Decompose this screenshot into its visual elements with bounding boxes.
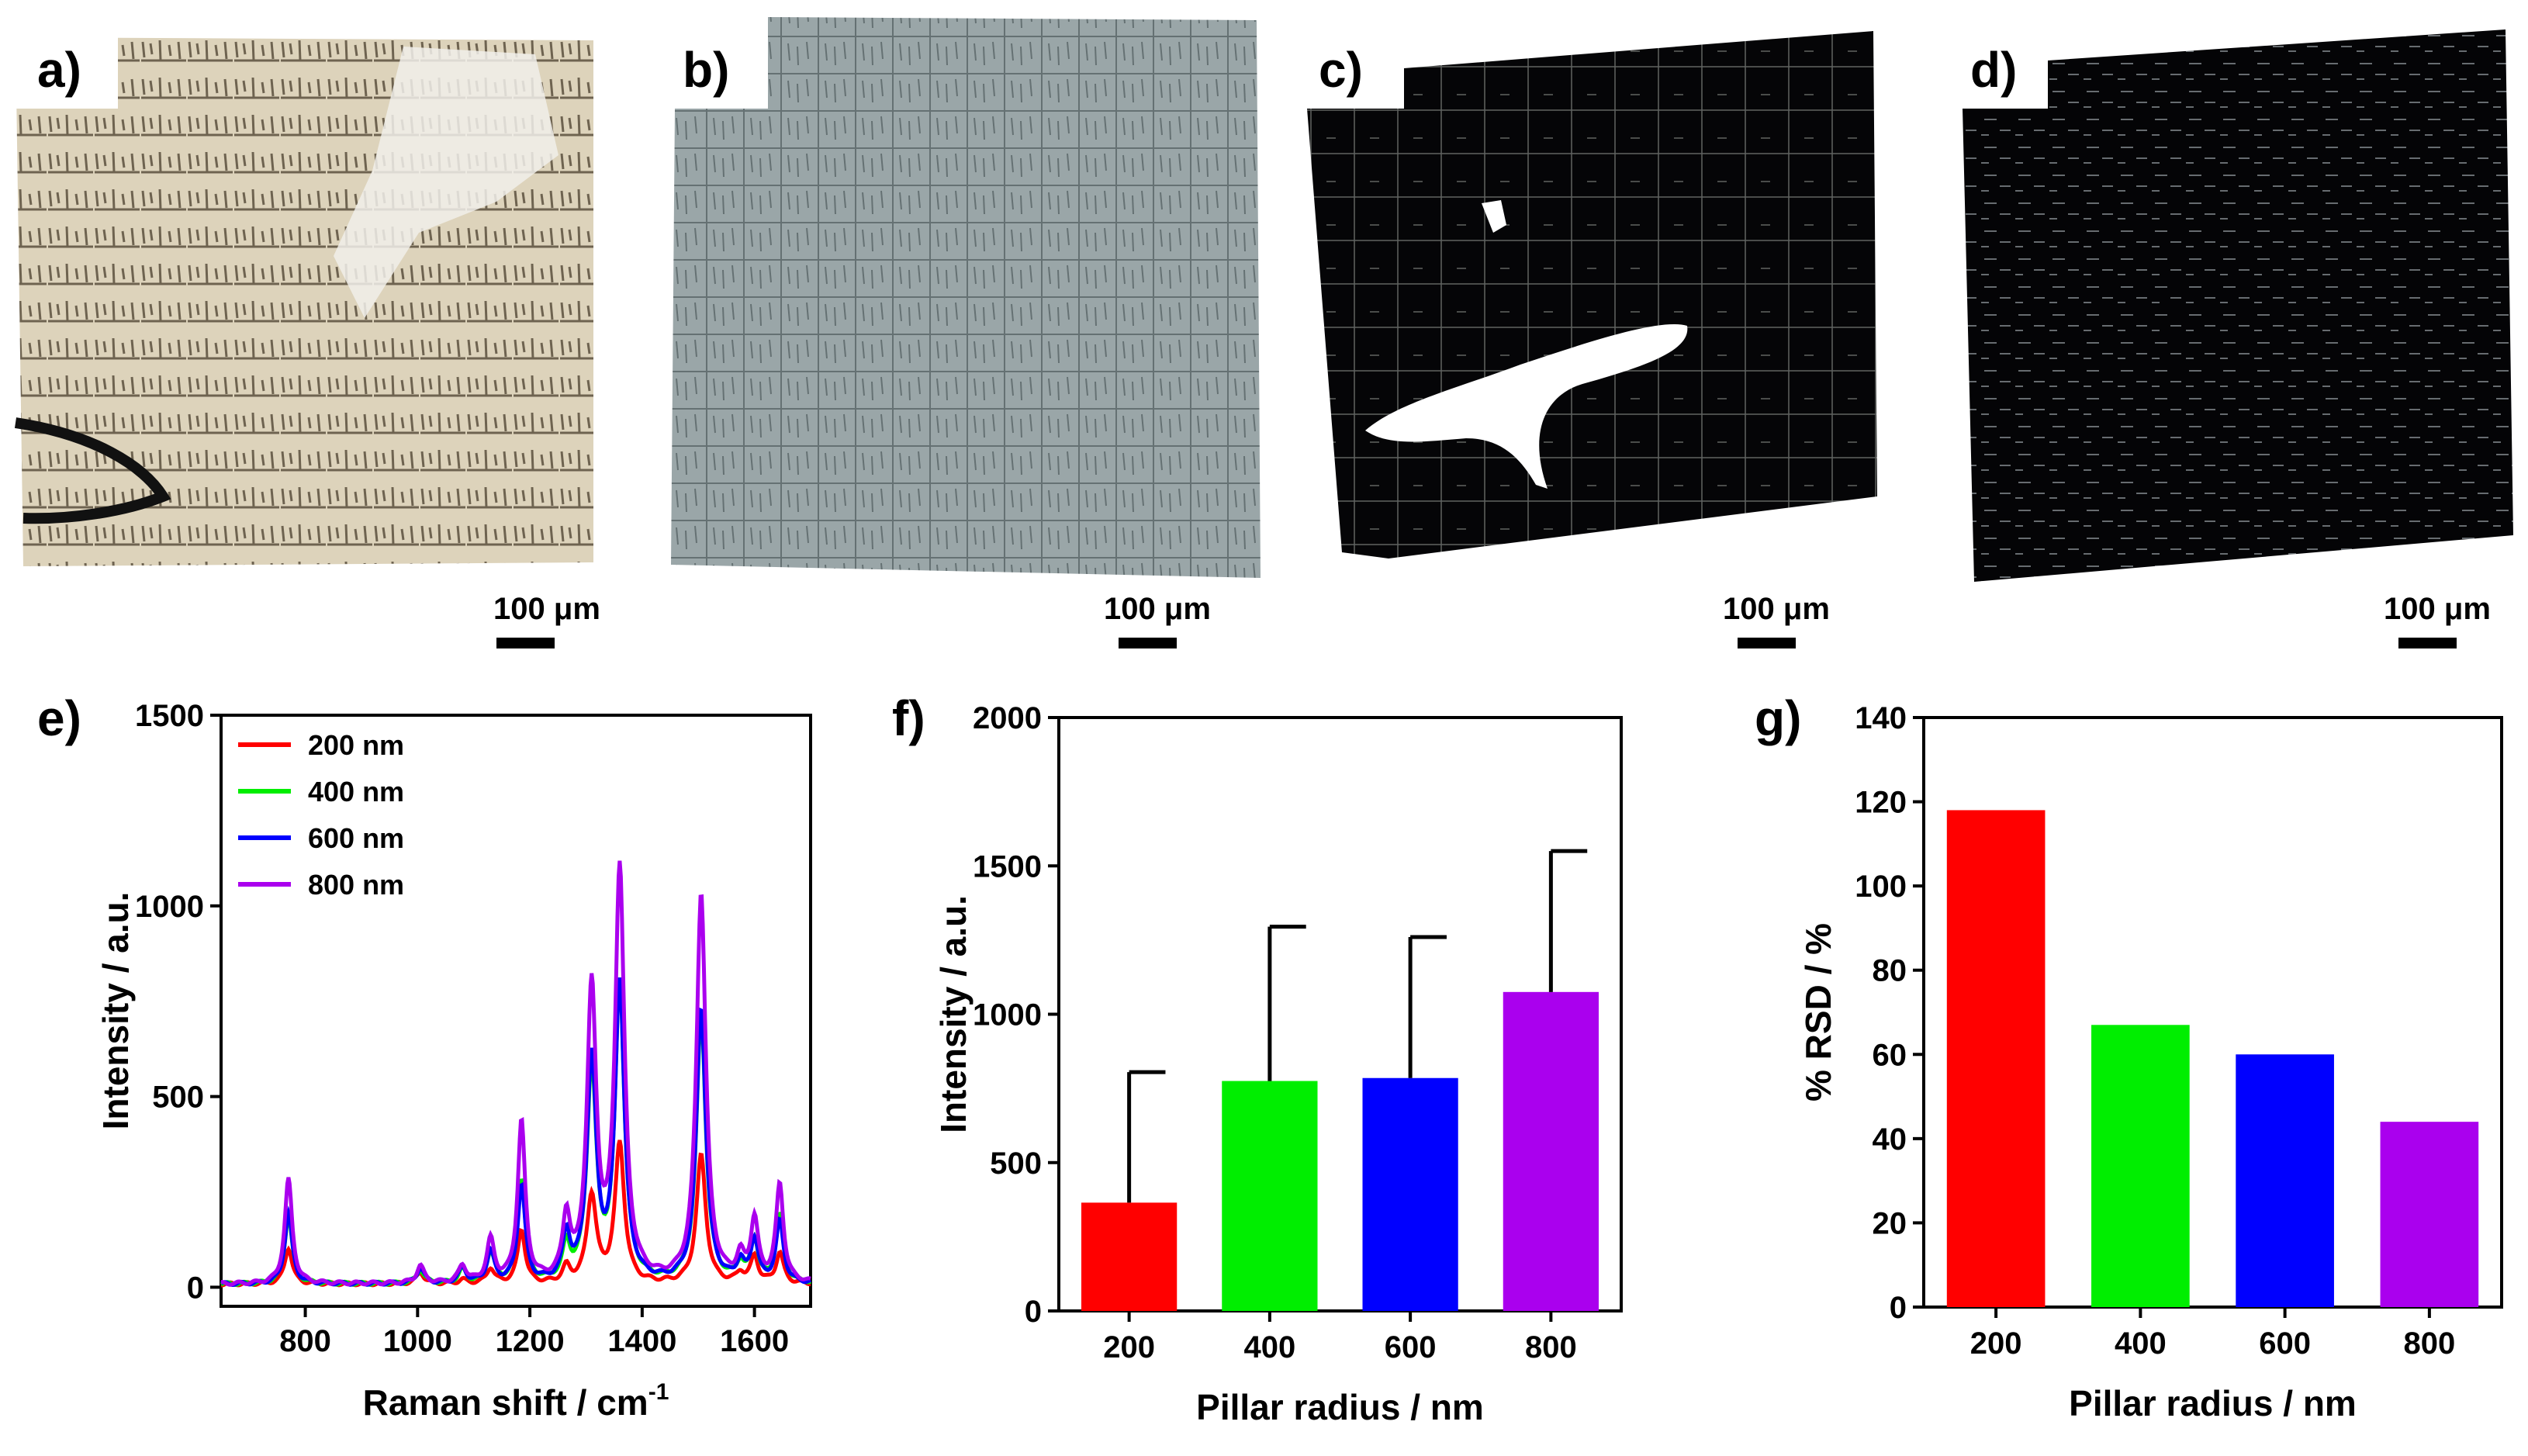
panel-label-c: c) (1319, 42, 1363, 98)
x-tick-label: 200 (1103, 1330, 1155, 1364)
x-axis-title: Raman shift / cm-1 (363, 1379, 669, 1423)
x-axis-title: Pillar radius / nm (2069, 1383, 2357, 1423)
bar-600 (2236, 1054, 2334, 1307)
micrograph-a: a) 100 μm (0, 31, 600, 648)
y-tick-label: 80 (1873, 954, 1907, 988)
scale-bar-label: 100 μm (2384, 592, 2491, 626)
x-tick-label: 800 (1525, 1330, 1577, 1364)
y-axis-title: Intensity / a.u. (95, 892, 136, 1130)
x-axis-title: Pillar radius / nm (1196, 1387, 1484, 1427)
bar-400 (2091, 1025, 2190, 1307)
y-tick-label: 60 (1873, 1038, 1907, 1072)
x-tick-label: 200 (1970, 1326, 2022, 1361)
legend-label: 200 nm (308, 729, 404, 761)
label-backdrop (0, 31, 118, 109)
panel-label-d: d) (1970, 42, 2017, 98)
spectrum-line-600nm (220, 977, 811, 1287)
micrograph-d: d) 100 μm (1963, 29, 2513, 648)
y-tick-label: 2000 (973, 701, 1042, 735)
label-backdrop (1307, 31, 1404, 109)
bar-200 (1081, 1202, 1178, 1311)
y-tick-label: 140 (1855, 701, 1907, 735)
bright-flake (1365, 324, 1688, 489)
panel-label: f) (892, 690, 925, 746)
scale-bar (496, 638, 555, 648)
y-tick-label: 500 (152, 1081, 204, 1115)
micrograph-c: c) 100 μm (1307, 31, 1877, 648)
scale-bar-label: 100 μm (1104, 592, 1211, 626)
chart-rsd-bars: 0 20 40 60 80 100 120 140 % RSD / % g) 200 400 600 80… (1755, 690, 2503, 1423)
chart-raman-spectra: 0 500 1000 1500 Intensity / a.u. e) 800 1000 120… (37, 690, 812, 1423)
plot-frame (1922, 716, 2503, 1309)
x-tick-label: 400 (2115, 1326, 2167, 1361)
y-tick-label: 20 (1873, 1206, 1907, 1240)
legend-label: 800 nm (308, 869, 404, 901)
y-axis-title: Intensity / a.u. (933, 895, 974, 1133)
bright-speck (1482, 200, 1506, 233)
delaminated-region (334, 47, 559, 318)
bar-600 (1362, 1077, 1458, 1311)
bar-800 (1503, 991, 1599, 1311)
x-tick-label: 1000 (383, 1324, 452, 1358)
y-tick-label: 40 (1873, 1122, 1907, 1157)
ink-mark (14, 417, 171, 524)
micrograph-image (1307, 31, 1877, 559)
y-tick-label: 500 (990, 1146, 1042, 1181)
x-tick-label: 600 (1385, 1330, 1437, 1364)
y-tick-label: 120 (1855, 786, 1907, 820)
chart-intensity-bars: 0 500 1000 1500 2000 Intensity / a.u. f) 200 400… (892, 690, 1623, 1427)
scale-bar (2398, 638, 2457, 648)
bar-800 (2380, 1122, 2479, 1307)
y-tick-label: 100 (1855, 870, 1907, 904)
y-axis-title: % RSD / % (1798, 923, 1838, 1102)
legend-label: 400 nm (308, 776, 404, 808)
micrograph-image (1963, 29, 2513, 582)
x-tick-label: 400 (1244, 1330, 1296, 1364)
scale-bar (1119, 638, 1177, 648)
panel-label: e) (37, 690, 81, 746)
panel-label-a: a) (37, 42, 81, 98)
label-backdrop (1963, 31, 2048, 109)
x-tick-label: 600 (2259, 1326, 2311, 1361)
y-tick-label: 0 (1025, 1295, 1042, 1329)
x-axis-title-text: Raman shift / cm (363, 1382, 648, 1423)
bar-200 (1946, 810, 2046, 1307)
x-tick-label: 1600 (720, 1324, 789, 1358)
x-tick-label: 800 (2404, 1326, 2456, 1361)
spectrum-line-800nm (220, 860, 811, 1287)
bar-400 (1222, 1081, 1318, 1311)
scale-bar (1738, 638, 1796, 648)
y-tick-label: 1500 (973, 849, 1042, 884)
panel-label-b: b) (683, 42, 729, 98)
panel-label: g) (1755, 690, 1801, 746)
x-axis-title-superscript: -1 (648, 1379, 669, 1405)
scale-bar-label: 100 μm (493, 592, 600, 626)
y-tick-label: 0 (1890, 1291, 1907, 1325)
micrograph-image (671, 17, 1261, 578)
x-tick-label: 1400 (607, 1324, 676, 1358)
micrograph-b: b) 100 μm (671, 17, 1261, 648)
y-tick-label: 0 (187, 1271, 204, 1305)
label-backdrop (675, 31, 766, 109)
legend-label: 600 nm (308, 822, 404, 854)
y-tick-label: 1000 (135, 890, 204, 924)
x-tick-label: 1200 (496, 1324, 565, 1358)
y-tick-label: 1500 (135, 699, 204, 733)
scale-bar-label: 100 μm (1723, 592, 1830, 626)
plot-frame (220, 714, 812, 1308)
y-tick-label: 1000 (973, 998, 1042, 1032)
x-tick-label: 800 (279, 1324, 331, 1358)
